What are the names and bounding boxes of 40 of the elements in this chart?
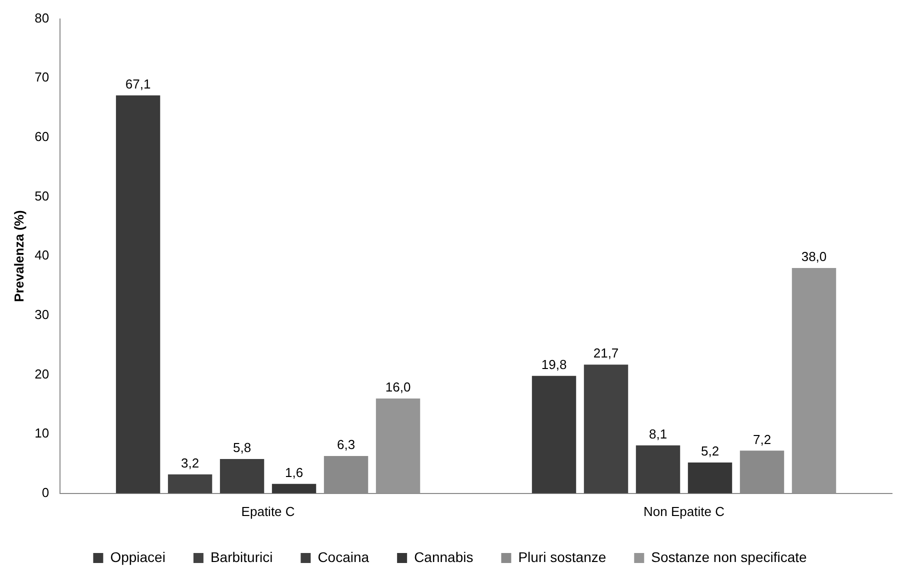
y-tick-label: 0 [42, 484, 50, 500]
legend-label: Pluri sostanze [518, 548, 606, 565]
bar [376, 398, 420, 494]
legend-label: Barbiturici [210, 548, 273, 565]
bar [116, 95, 160, 494]
bar [792, 268, 836, 494]
bar [220, 458, 264, 494]
y-tick-label: 10 [34, 426, 50, 441]
data-label: 19,8 [541, 357, 567, 372]
data-label: 1,6 [285, 464, 304, 480]
bar [272, 484, 316, 494]
data-label: 38,0 [801, 249, 827, 264]
y-tick-label: 40 [34, 248, 50, 263]
data-label: 5,2 [700, 444, 720, 459]
data-label: 8,1 [648, 426, 668, 442]
y-axis-title: Prevalenza (%) [11, 210, 26, 302]
bar [584, 364, 628, 494]
y-tick-label: 70 [34, 70, 50, 85]
data-label: 21,7 [593, 346, 619, 361]
legend-label: Cannabis [414, 548, 474, 565]
data-label: 6,3 [337, 437, 356, 452]
bar [168, 474, 212, 494]
bar [532, 376, 576, 494]
data-label: 5,8 [233, 440, 252, 456]
bar [688, 462, 732, 494]
legend-label: Cocaina [318, 548, 370, 565]
y-tick-label: 80 [34, 10, 50, 26]
bar [636, 445, 680, 494]
y-tick-label: 30 [34, 307, 50, 322]
legend-label: Sostanze non specificate [651, 548, 808, 565]
y-tick-label: 50 [34, 188, 50, 204]
data-label: 67,1 [125, 76, 151, 92]
x-tick-label: Non Epatite C [644, 504, 724, 519]
data-label: 7,2 [752, 432, 772, 447]
y-tick-label: 20 [34, 366, 50, 382]
data-label: 16,0 [385, 380, 411, 395]
x-tick-label: Epatite C [241, 504, 295, 519]
data-label: 3,2 [181, 455, 200, 470]
legend-label: Oppiacei [110, 548, 166, 565]
y-tick-label: 60 [34, 129, 50, 144]
